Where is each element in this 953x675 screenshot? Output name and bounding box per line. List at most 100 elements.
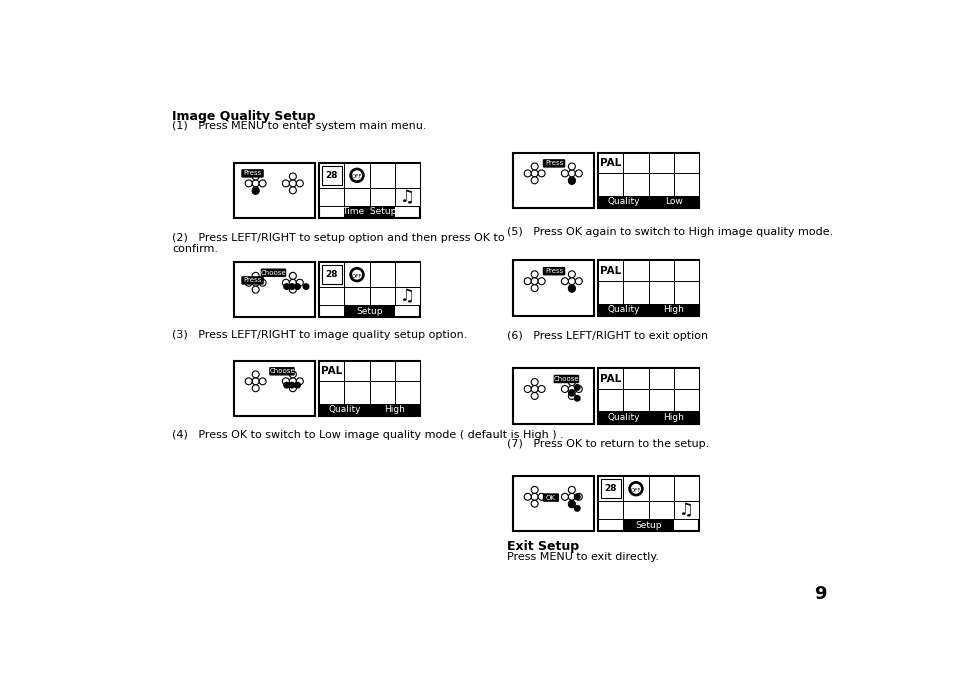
- Bar: [648, 261, 673, 281]
- Text: (6)   Press LEFT/RIGHT to exit option: (6) Press LEFT/RIGHT to exit option: [506, 331, 707, 342]
- Bar: [648, 389, 673, 411]
- Circle shape: [296, 378, 303, 385]
- Bar: [673, 281, 699, 304]
- Circle shape: [568, 385, 575, 392]
- Bar: [321, 265, 342, 284]
- Circle shape: [568, 392, 575, 400]
- Bar: [319, 163, 419, 218]
- Circle shape: [531, 177, 537, 184]
- Circle shape: [245, 279, 252, 286]
- FancyBboxPatch shape: [269, 367, 294, 375]
- Circle shape: [245, 180, 252, 187]
- Bar: [648, 502, 673, 519]
- Circle shape: [531, 493, 537, 500]
- Bar: [622, 153, 648, 173]
- Circle shape: [567, 389, 575, 397]
- Bar: [598, 173, 622, 196]
- Circle shape: [296, 279, 303, 286]
- Circle shape: [289, 378, 296, 385]
- Circle shape: [289, 279, 296, 286]
- FancyBboxPatch shape: [241, 169, 264, 178]
- Circle shape: [289, 371, 296, 378]
- Circle shape: [568, 277, 575, 285]
- Circle shape: [531, 385, 537, 392]
- Text: High: High: [384, 405, 405, 414]
- Circle shape: [352, 269, 361, 279]
- Bar: [319, 163, 344, 188]
- Circle shape: [531, 163, 537, 170]
- Bar: [513, 368, 594, 424]
- Text: OFF: OFF: [352, 174, 362, 180]
- Bar: [395, 262, 419, 288]
- Text: Press MENU to exit directly.: Press MENU to exit directly.: [506, 552, 659, 562]
- Circle shape: [523, 170, 531, 177]
- Circle shape: [523, 493, 531, 500]
- Circle shape: [523, 385, 531, 392]
- Text: Setup: Setup: [356, 306, 382, 316]
- Bar: [233, 262, 315, 317]
- Bar: [344, 262, 369, 288]
- Circle shape: [531, 271, 537, 277]
- Circle shape: [575, 170, 581, 177]
- Text: High: High: [662, 305, 683, 314]
- Bar: [648, 173, 673, 196]
- Circle shape: [531, 392, 537, 400]
- Bar: [673, 368, 699, 389]
- Text: Press: Press: [243, 277, 261, 284]
- Bar: [673, 476, 699, 502]
- Circle shape: [294, 381, 301, 389]
- Bar: [673, 153, 699, 173]
- Text: PAL: PAL: [599, 158, 620, 168]
- Circle shape: [575, 277, 581, 285]
- Bar: [598, 304, 648, 316]
- Circle shape: [296, 180, 303, 187]
- Bar: [673, 389, 699, 411]
- Bar: [599, 479, 620, 498]
- Text: ♫: ♫: [399, 288, 415, 305]
- FancyBboxPatch shape: [542, 267, 565, 275]
- Circle shape: [252, 180, 259, 187]
- Text: Press: Press: [243, 170, 261, 176]
- Text: Press: Press: [544, 268, 562, 274]
- Bar: [648, 411, 699, 424]
- Circle shape: [567, 285, 575, 293]
- Bar: [598, 476, 699, 531]
- Circle shape: [531, 500, 537, 507]
- Text: Choose: Choose: [260, 270, 286, 275]
- Text: (2)   Press LEFT/RIGHT to setup option and then press OK to: (2) Press LEFT/RIGHT to setup option and…: [172, 234, 504, 244]
- Bar: [344, 288, 369, 305]
- Text: (7)   Press OK to return to the setup.: (7) Press OK to return to the setup.: [506, 439, 708, 449]
- Bar: [648, 304, 699, 316]
- Circle shape: [537, 385, 544, 392]
- Circle shape: [252, 279, 259, 286]
- Circle shape: [537, 493, 544, 500]
- Text: Quality: Quality: [606, 197, 639, 207]
- Bar: [321, 165, 342, 185]
- Circle shape: [252, 378, 259, 385]
- Circle shape: [252, 286, 259, 293]
- Circle shape: [573, 493, 580, 500]
- Bar: [673, 261, 699, 281]
- Text: Choose: Choose: [269, 369, 294, 375]
- Text: Time  Setup: Time Setup: [342, 207, 396, 217]
- Circle shape: [289, 180, 296, 187]
- Circle shape: [568, 379, 575, 385]
- Bar: [344, 360, 369, 381]
- Bar: [319, 288, 344, 305]
- Circle shape: [349, 267, 364, 282]
- Text: High: High: [662, 413, 683, 422]
- Circle shape: [259, 279, 266, 286]
- Circle shape: [252, 187, 259, 194]
- Circle shape: [259, 378, 266, 385]
- FancyBboxPatch shape: [542, 493, 558, 502]
- Bar: [344, 305, 395, 317]
- Circle shape: [531, 379, 537, 385]
- Bar: [622, 281, 648, 304]
- Bar: [598, 196, 648, 208]
- Circle shape: [531, 277, 537, 285]
- Bar: [648, 476, 673, 502]
- Circle shape: [560, 277, 568, 285]
- Circle shape: [568, 285, 575, 292]
- Circle shape: [575, 493, 581, 500]
- FancyBboxPatch shape: [260, 269, 286, 277]
